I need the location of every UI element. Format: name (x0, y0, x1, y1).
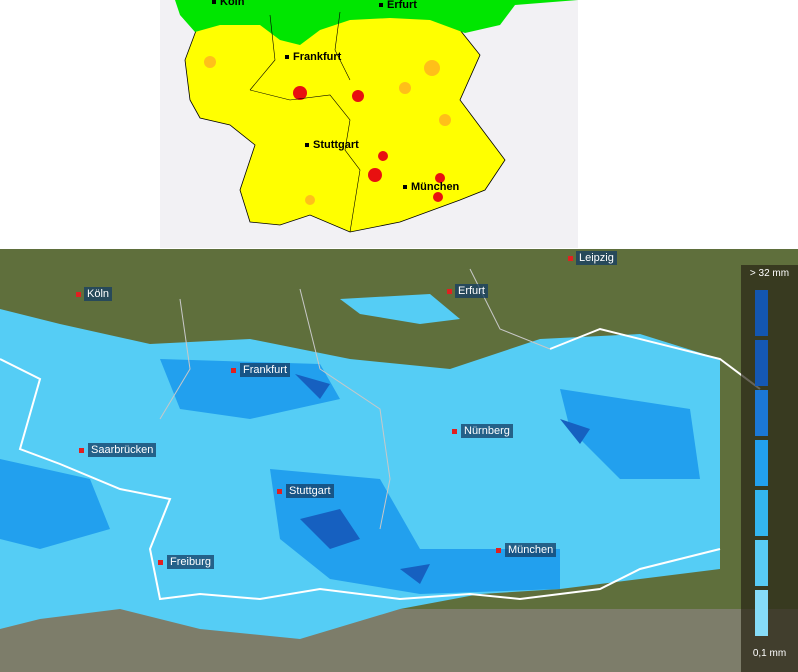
city-label-stuttgart: Stuttgart (305, 139, 359, 151)
moderate-warning-areas (204, 56, 451, 205)
legend-bar (755, 590, 768, 636)
warning-map-shapes (175, 0, 578, 233)
legend-bar (755, 540, 768, 586)
legend-max-label: > 32 mm (749, 268, 790, 279)
city-label-leipzig: Leipzig (576, 251, 617, 265)
legend-bar (755, 290, 768, 336)
legend-bar (755, 490, 768, 536)
city-marker (496, 548, 501, 553)
warning-area-yellow (184, 11, 506, 233)
city-label-freiburg: Freiburg (167, 555, 214, 569)
severe-warning-areas (293, 86, 445, 202)
city-marker (452, 429, 457, 434)
radar-shapes (0, 249, 798, 672)
city-marker (158, 560, 163, 565)
city-marker (231, 368, 236, 373)
city-label-nuernberg: Nürnberg (461, 424, 513, 438)
city-label-erfurt: Erfurt (455, 284, 488, 298)
precipitation-radar-map: Leipzig Köln Erfurt Frankfurt Nürnberg S… (0, 249, 798, 672)
city-label-muenchen: München (403, 181, 459, 193)
city-label-saarbruecken: Saarbrücken (88, 443, 157, 457)
legend-bar (755, 440, 768, 486)
precipitation-legend: > 32 mm 0,1 mm (741, 265, 798, 672)
city-label-muenchen: München (505, 543, 557, 557)
city-marker (568, 256, 573, 261)
city-marker (277, 489, 282, 494)
city-marker (79, 448, 84, 453)
city-label-stuttgart: Stuttgart (286, 484, 334, 498)
precipitation-light-north (340, 294, 460, 324)
no-warning-area-green (175, 0, 578, 45)
legend-min-label: 0,1 mm (752, 648, 787, 659)
precipitation-medium (0, 359, 700, 594)
city-label-frankfurt: Frankfurt (285, 51, 341, 63)
state-borders (249, 11, 361, 233)
city-marker (76, 292, 81, 297)
weather-warning-map: Köln Erfurt Frankfurt Stuttgart München (160, 0, 578, 248)
city-label-erfurt: Erfurt (379, 0, 417, 11)
borders (0, 327, 761, 601)
legend-bar (755, 390, 768, 436)
city-label-koeln: Köln (212, 0, 244, 8)
city-label-frankfurt: Frankfurt (240, 363, 291, 377)
city-label-koeln: Köln (84, 287, 113, 301)
legend-bar (755, 340, 768, 386)
city-marker (447, 289, 452, 294)
